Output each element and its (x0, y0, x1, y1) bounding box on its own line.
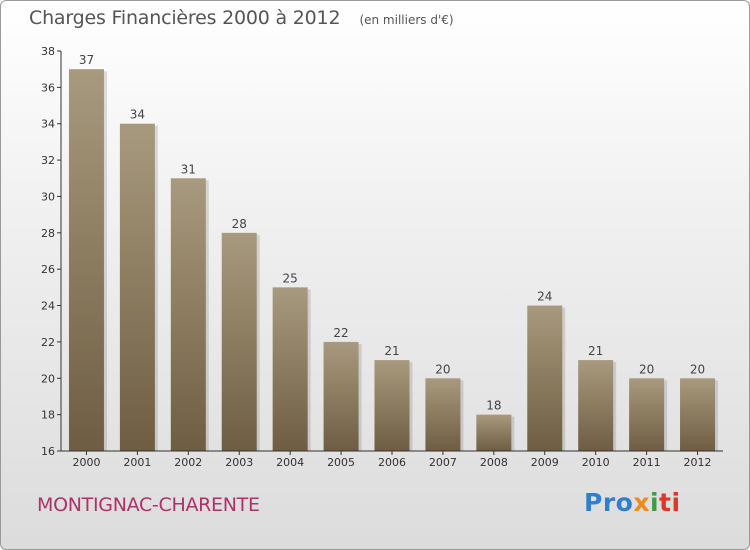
y-tick-label: 24 (41, 300, 55, 313)
y-tick-label: 30 (41, 190, 55, 203)
x-tick-label: 2008 (480, 456, 508, 469)
x-tick-label: 2006 (378, 456, 406, 469)
y-tick-label: 32 (41, 154, 55, 167)
logo-part: x (633, 488, 650, 517)
y-tick-label: 36 (41, 81, 55, 94)
bar (476, 414, 512, 451)
bar-value-label: 37 (79, 53, 94, 67)
logo-part: i (649, 488, 660, 517)
bar-value-label: 24 (537, 290, 552, 304)
bar (374, 360, 410, 451)
x-tick-label: 2001 (123, 456, 151, 469)
bar-value-label: 20 (639, 362, 654, 376)
bar (323, 341, 359, 451)
x-tick-label: 2009 (531, 456, 559, 469)
bar-value-label: 25 (283, 271, 298, 285)
bar (221, 232, 257, 451)
chart-header: Charges Financières 2000 à 2012 (en mill… (29, 7, 454, 29)
bar-value-label: 21 (588, 344, 603, 358)
x-tick-label: 2004 (276, 456, 304, 469)
chart-unit: (en milliers d'€) (359, 13, 454, 27)
bar (119, 123, 155, 452)
bar (527, 305, 563, 451)
logo-part: ti (659, 488, 681, 517)
bar-value-label: 34 (130, 108, 145, 122)
bar (68, 69, 104, 451)
bar-value-label: 28 (232, 217, 247, 231)
proxiti-logo[interactable]: Proxiti (584, 488, 681, 517)
bar-value-label: 20 (690, 362, 705, 376)
bar-series: 37 34 31 28 25 22 21 20 18 24 21 20 20 (68, 53, 719, 452)
bar (629, 378, 665, 451)
x-tick-label: 2002 (174, 456, 202, 469)
y-tick-label: 20 (41, 372, 55, 385)
y-tick-label: 16 (41, 445, 55, 458)
bar (170, 178, 206, 452)
y-tick-label: 18 (41, 409, 55, 422)
bar (425, 378, 461, 451)
bar (680, 378, 716, 451)
logo-part: Pro (584, 488, 634, 517)
x-tick-label: 2003 (225, 456, 253, 469)
y-tick-label: 22 (41, 336, 55, 349)
bar-value-label: 20 (435, 362, 450, 376)
x-tick-label: 2000 (72, 456, 100, 469)
x-tick-label: 2007 (429, 456, 457, 469)
x-tick-label: 2012 (684, 456, 712, 469)
bar (272, 287, 308, 451)
y-tick-label: 26 (41, 263, 55, 276)
x-tick-label: 2005 (327, 456, 355, 469)
y-tick-label: 34 (41, 118, 55, 131)
bar-value-label: 18 (486, 399, 501, 413)
chart-axes: 2000 2001 2002 2003 2004 2005 2006 2007 2008 2009… (41, 45, 723, 469)
bar-value-label: 21 (384, 344, 399, 358)
bar-value-label: 22 (333, 326, 348, 340)
x-tick-label: 2010 (582, 456, 610, 469)
chart-title: Charges Financières 2000 à 2012 (29, 7, 341, 29)
y-tick-label: 38 (41, 45, 55, 58)
bar-value-label: 31 (181, 162, 196, 176)
y-tick-label: 28 (41, 227, 55, 240)
place-name: MONTIGNAC-CHARENTE (37, 494, 260, 516)
bar (578, 360, 614, 451)
x-tick-label: 2011 (633, 456, 661, 469)
